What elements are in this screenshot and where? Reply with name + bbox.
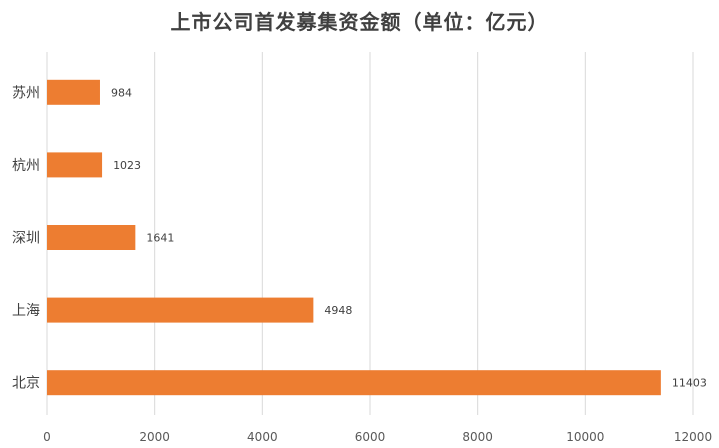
category-label: 苏州 [12, 85, 40, 101]
x-tick-label: 6000 [355, 430, 386, 444]
data-label: 4948 [324, 304, 352, 317]
bar-3 [47, 297, 314, 323]
x-tick-label: 2000 [139, 430, 170, 444]
bar-0 [47, 79, 100, 105]
x-tick-label: 12000 [674, 430, 712, 444]
category-label: 深圳 [12, 231, 40, 247]
x-tick-label: 0 [43, 430, 51, 444]
chart-title: 上市公司首发募集资金额（单位：亿元） [170, 10, 549, 34]
data-label: 11403 [672, 377, 707, 390]
bar-4 [47, 370, 661, 396]
category-label: 杭州 [12, 158, 40, 174]
bar-1 [47, 152, 103, 178]
category-label: 北京 [12, 376, 40, 392]
category-label: 上海 [12, 303, 40, 319]
data-label: 1023 [113, 159, 141, 172]
x-tick-label: 10000 [566, 430, 604, 444]
x-tick-label: 8000 [462, 430, 493, 444]
bar-2 [47, 225, 136, 250]
data-label: 1641 [146, 232, 174, 245]
data-label: 984 [111, 86, 132, 99]
x-tick-label: 4000 [247, 430, 278, 444]
